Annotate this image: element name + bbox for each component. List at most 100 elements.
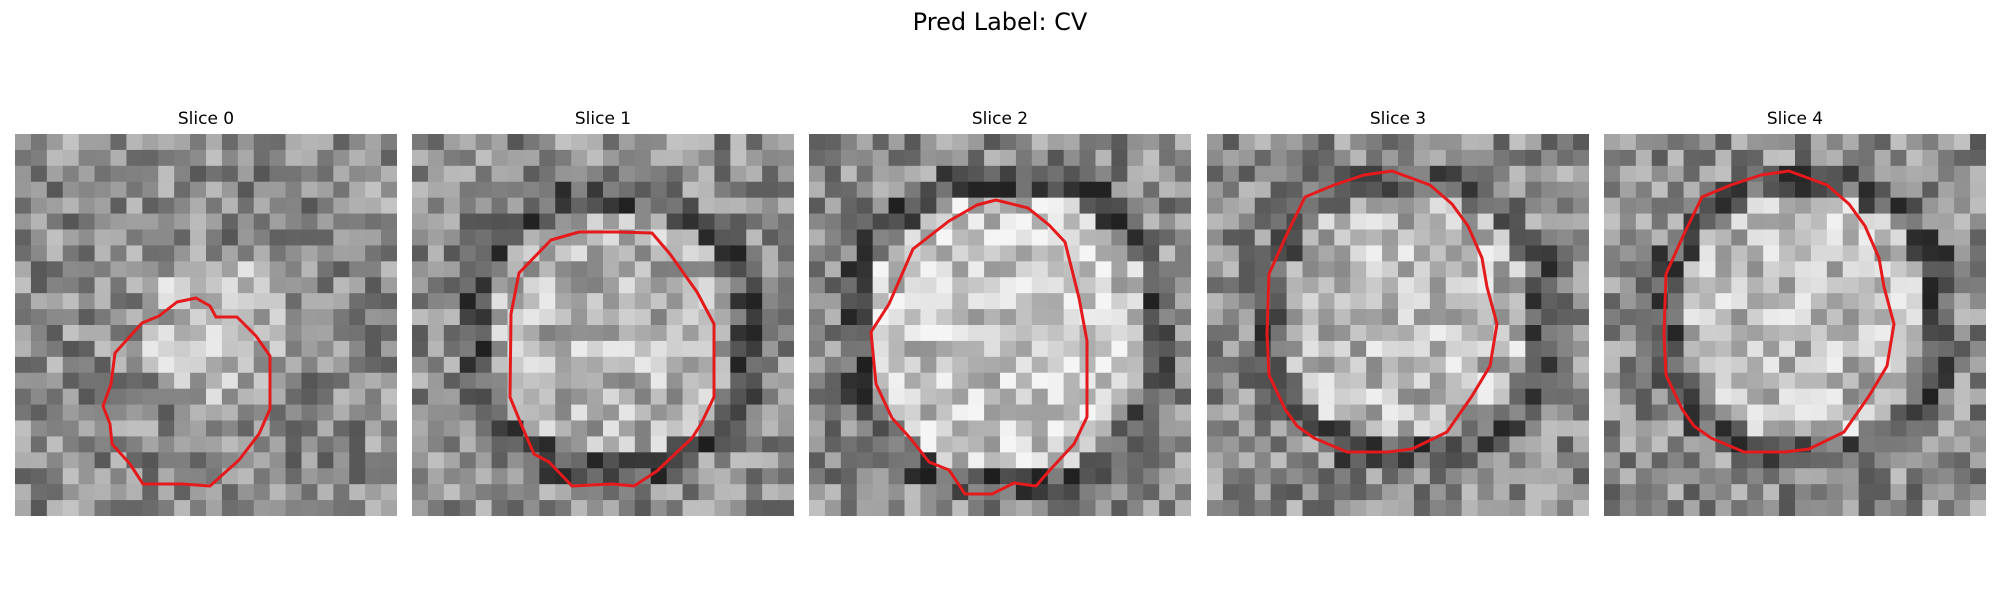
pixel-cell bbox=[1063, 372, 1081, 390]
pixel-cell bbox=[1874, 309, 1892, 326]
pixel-cell bbox=[1651, 468, 1669, 485]
pixel-cell bbox=[1175, 213, 1191, 231]
pixel-cell bbox=[1445, 484, 1463, 501]
pixel-cell bbox=[1095, 388, 1113, 406]
pixel-cell bbox=[126, 261, 143, 278]
pixel-cell bbox=[190, 165, 207, 183]
pixel-cell bbox=[15, 229, 32, 247]
pixel-cell bbox=[78, 149, 96, 167]
pixel-cell bbox=[1063, 388, 1081, 406]
pixel-cell bbox=[1429, 404, 1447, 422]
pixel-cell bbox=[1493, 484, 1511, 501]
pixel-cell bbox=[809, 261, 826, 278]
pixel-cell bbox=[1302, 484, 1320, 501]
pixel-cell bbox=[730, 245, 747, 262]
pixel-cell bbox=[1970, 277, 1986, 294]
slice-panel-1: Slice 1 bbox=[412, 108, 794, 516]
pixel-cell bbox=[698, 149, 716, 167]
pixel-cell bbox=[571, 149, 588, 167]
pixel-cell bbox=[62, 356, 80, 374]
pixel-cell bbox=[1541, 404, 1558, 422]
pixel-cell bbox=[904, 134, 922, 151]
pixel-cell bbox=[1031, 340, 1049, 358]
pixel-cell bbox=[1382, 213, 1399, 231]
pixel-cell bbox=[1000, 134, 1017, 151]
pixel-cell bbox=[491, 452, 509, 469]
pixel-cell bbox=[904, 404, 922, 422]
pixel-cell bbox=[285, 356, 303, 374]
pixel-cell bbox=[730, 356, 747, 374]
pixel-cell bbox=[221, 404, 239, 422]
pixel-cell bbox=[174, 149, 191, 167]
pixel-cell bbox=[142, 452, 159, 469]
pixel-cell bbox=[1031, 372, 1049, 390]
pixel-cell bbox=[333, 229, 350, 247]
pixel-cell bbox=[491, 213, 509, 231]
pixel-cell bbox=[1286, 468, 1304, 485]
pixel-cell bbox=[1493, 149, 1511, 167]
pixel-cell bbox=[1874, 325, 1892, 342]
pixel-cell bbox=[856, 500, 874, 516]
pixel-cell bbox=[1047, 404, 1065, 422]
pixel-cell bbox=[1111, 293, 1128, 310]
pixel-cell bbox=[1350, 134, 1367, 151]
pixel-cell bbox=[1573, 325, 1589, 342]
pixel-cell bbox=[1890, 134, 1908, 151]
pixel-cell bbox=[365, 436, 382, 453]
pixel-cell bbox=[1619, 404, 1637, 422]
pixel-cell bbox=[1970, 197, 1986, 215]
pixel-cell bbox=[126, 213, 143, 231]
pixel-cell bbox=[1826, 356, 1844, 374]
pixel-cell bbox=[650, 500, 668, 516]
pixel-cell bbox=[46, 309, 64, 326]
pixel-cell bbox=[968, 245, 985, 262]
pixel-cell bbox=[1525, 420, 1542, 438]
pixel-cell bbox=[1763, 500, 1780, 516]
pixel-cell bbox=[1635, 277, 1653, 294]
pixel-cell bbox=[1763, 372, 1780, 390]
pixel-cell bbox=[412, 404, 429, 422]
pixel-cell bbox=[1111, 436, 1128, 453]
pixel-cell bbox=[1461, 372, 1479, 390]
pixel-cell bbox=[349, 404, 366, 422]
pixel-cell bbox=[872, 277, 890, 294]
pixel-cell bbox=[301, 356, 319, 374]
pixel-cell bbox=[1334, 229, 1351, 247]
pixel-cell bbox=[555, 293, 572, 310]
pixel-cell bbox=[809, 500, 826, 516]
pixel-cell bbox=[920, 468, 937, 485]
pixel-cell bbox=[682, 484, 700, 501]
pixel-cell bbox=[301, 197, 319, 215]
pixel-cell bbox=[126, 420, 143, 438]
pixel-cell bbox=[1318, 197, 1335, 215]
pixel-cell bbox=[1604, 388, 1621, 406]
slice-panel-4: Slice 4 bbox=[1604, 108, 1986, 516]
pixel-cell bbox=[427, 245, 445, 262]
pixel-cell bbox=[1890, 165, 1908, 183]
pixel-cell bbox=[1731, 372, 1748, 390]
pixel-cell bbox=[174, 197, 191, 215]
pixel-cell bbox=[333, 134, 350, 151]
pixel-cell bbox=[984, 340, 1001, 358]
pixel-cell bbox=[1079, 436, 1097, 453]
pixel-cell bbox=[618, 468, 636, 485]
pixel-cell bbox=[317, 452, 334, 469]
pixel-cell bbox=[603, 452, 620, 469]
pixel-cell bbox=[904, 452, 922, 469]
pixel-cell bbox=[1954, 325, 1971, 342]
pixel-cell bbox=[1222, 420, 1240, 438]
pixel-cell bbox=[1159, 149, 1176, 167]
pixel-cell bbox=[412, 500, 429, 516]
pixel-cell bbox=[1095, 134, 1113, 151]
pixel-cell bbox=[190, 340, 207, 358]
pixel-cell bbox=[1604, 213, 1621, 231]
pixel-cell bbox=[1557, 325, 1574, 342]
pixel-cell bbox=[1954, 261, 1971, 278]
pixel-cell bbox=[1858, 452, 1876, 469]
pixel-cell bbox=[1906, 325, 1923, 342]
pixel-cell bbox=[714, 277, 731, 294]
pixel-cell bbox=[968, 420, 985, 438]
pixel-cell bbox=[1954, 245, 1971, 262]
pixel-cell bbox=[618, 277, 636, 294]
pixel-cell bbox=[1731, 356, 1748, 374]
